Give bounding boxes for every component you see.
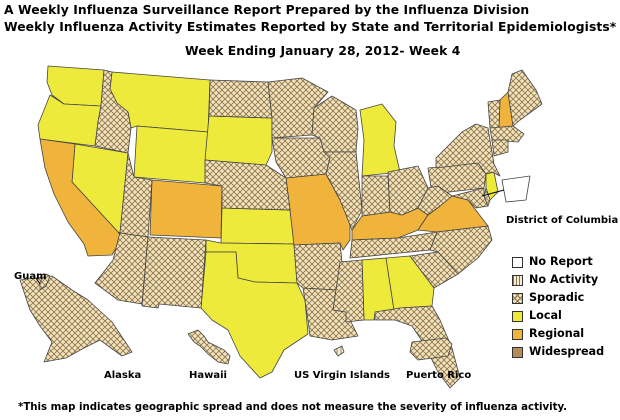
legend-label: Regional (529, 327, 585, 340)
region-ms (332, 259, 365, 323)
legend-label: Widespread (529, 345, 605, 358)
legend-swatch-local (512, 311, 523, 322)
region-wy (133, 125, 209, 184)
region-de (483, 187, 491, 207)
region-ca (39, 138, 123, 257)
region-tx (200, 251, 309, 379)
region-id (94, 69, 132, 154)
legend-swatch-regional (512, 329, 523, 340)
region-ct (491, 139, 509, 157)
dc-leader-line (481, 189, 505, 197)
region-dc (501, 175, 531, 203)
week-label: Week Ending January 28, 2012- Week 4 (185, 44, 461, 58)
report-subtitle: Weekly Influenza Activity Estimates Repo… (4, 20, 617, 34)
usvi-label: US Virgin Islands (294, 370, 390, 381)
dc-label: District of Columbia (506, 215, 619, 226)
hawaii-label: Hawaii (189, 370, 227, 381)
region-usvi (333, 345, 345, 357)
legend-label: Local (529, 309, 562, 322)
region-ks (220, 207, 295, 245)
legend-label: No Report (529, 255, 593, 268)
region-ak (19, 275, 133, 363)
region-mi (359, 103, 401, 177)
region-il (323, 151, 363, 231)
region-ar (293, 242, 343, 291)
legend-swatch-no-activity (512, 275, 523, 286)
region-nd (208, 79, 273, 119)
legend-swatch-widespread (512, 347, 523, 358)
region-in (361, 175, 391, 217)
footnote: *This map indicates geographic spread an… (18, 402, 568, 413)
region-guam (39, 273, 51, 291)
alaska-label: Alaska (104, 370, 142, 381)
region-me (507, 69, 543, 127)
legend-swatch-sporadic (512, 293, 523, 304)
region-ma (489, 125, 525, 143)
guam-leader-line (35, 277, 41, 285)
puerto-rico-label: Puerto Rico (406, 370, 472, 381)
region-ny (435, 123, 501, 177)
region-hi (187, 329, 231, 365)
region-pr (409, 337, 453, 361)
report-title: A Weekly Influenza Surveillance Report P… (4, 3, 530, 17)
region-fl (374, 305, 461, 389)
legend-label: Sporadic (529, 291, 585, 304)
region-nm (141, 236, 207, 309)
region-vt (487, 99, 501, 129)
legend-label: No Activity (529, 273, 599, 286)
guam-label: Guam (14, 271, 47, 282)
region-co (149, 179, 223, 239)
region-ut (119, 152, 153, 238)
region-ne (204, 159, 291, 211)
region-sc (409, 251, 459, 289)
legend-swatch-no-report (512, 257, 523, 268)
region-sd (204, 115, 273, 166)
